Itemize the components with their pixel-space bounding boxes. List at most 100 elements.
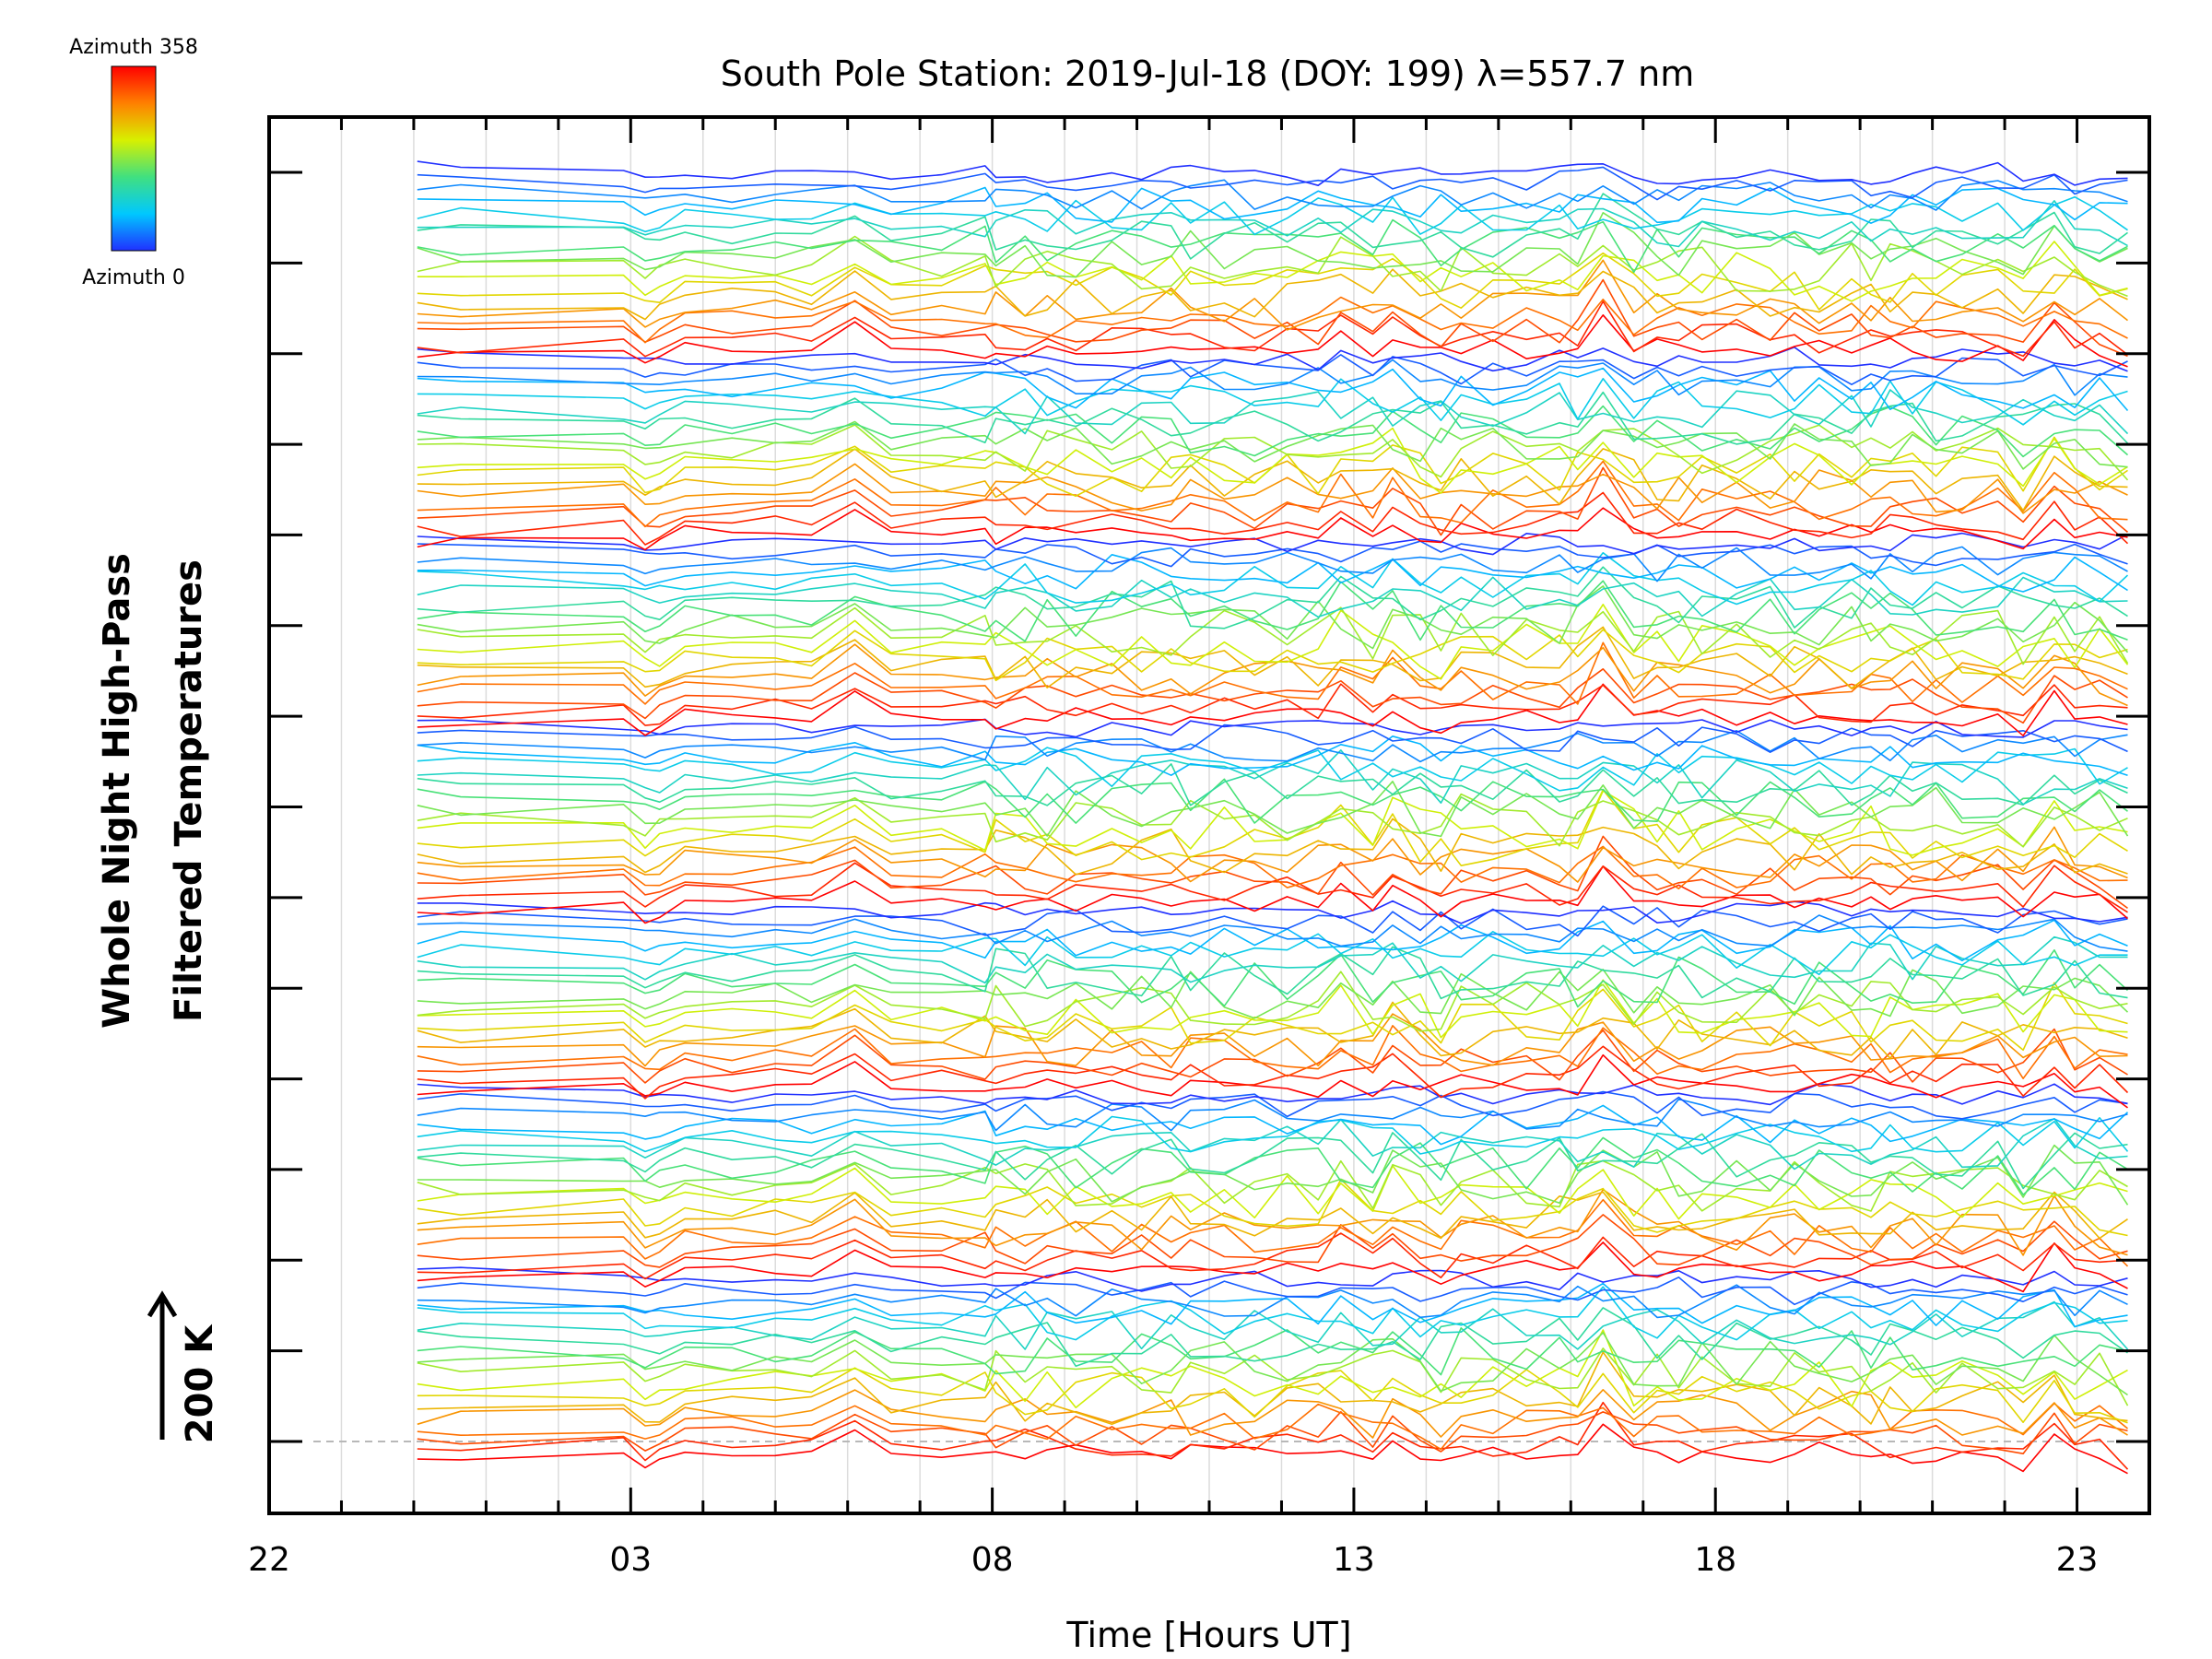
series-line <box>417 603 2129 680</box>
series-line <box>417 865 2129 924</box>
series-line <box>417 507 2128 551</box>
series-line <box>417 1178 2128 1237</box>
series-line <box>417 1053 2128 1109</box>
series-line <box>417 793 2128 848</box>
series-line <box>417 241 2128 302</box>
series-line <box>417 845 2128 890</box>
series-line <box>417 919 2128 961</box>
series-line <box>417 1401 2129 1470</box>
series-line <box>417 749 2128 806</box>
series-line <box>417 930 2128 976</box>
x-tick-labels: 22 03 08 13 18 23 <box>248 1541 2098 1579</box>
color-bar-max-label: Azimuth 358 <box>69 36 198 59</box>
series-line <box>417 1028 2128 1084</box>
series-line <box>417 1144 2129 1206</box>
series-line <box>417 790 2128 856</box>
series-line <box>417 540 2128 568</box>
series-line <box>417 1232 2128 1280</box>
color-bar-gradient <box>111 65 157 252</box>
x-tick-label: 23 <box>2056 1541 2099 1579</box>
series-line <box>417 186 2128 224</box>
series-line <box>417 546 2128 582</box>
series-line <box>417 1098 2128 1132</box>
scale-bar: 200 K <box>147 1290 221 1443</box>
scale-bar-arrowhead <box>147 1290 178 1318</box>
series-line <box>417 626 2128 689</box>
series-line <box>417 826 2128 883</box>
series-line <box>417 971 2128 1032</box>
series-line <box>417 780 2129 838</box>
series-line <box>417 405 2129 458</box>
x-tick-label: 13 <box>1333 1541 1375 1579</box>
series-line <box>417 551 2129 606</box>
axis-ticks <box>267 117 2151 1513</box>
series-line <box>417 389 2129 435</box>
series-line <box>417 212 2128 278</box>
series-line <box>417 235 2128 298</box>
series-line <box>417 982 2128 1052</box>
series-line <box>417 1198 2129 1267</box>
x-tick-label: 08 <box>971 1541 1014 1579</box>
series-line <box>417 900 2128 924</box>
series-line <box>417 629 2128 682</box>
series-line <box>417 1191 2128 1240</box>
series-line <box>417 905 2128 937</box>
series-line <box>417 1165 2128 1220</box>
series-line <box>417 1277 2128 1306</box>
series-line <box>417 179 2128 211</box>
series-line <box>417 1188 2128 1256</box>
series-line <box>417 354 2128 386</box>
series-line <box>417 218 2128 274</box>
series-line <box>417 420 2128 470</box>
series-line <box>417 818 2128 876</box>
series-line <box>417 160 2128 186</box>
series-line <box>417 576 2128 618</box>
series-line <box>417 166 2128 201</box>
color-bar-min-label: Azimuth 0 <box>82 266 185 289</box>
series-line <box>417 935 2128 984</box>
series-line <box>417 1083 2128 1106</box>
series-line <box>417 1132 2128 1190</box>
series-line <box>417 1402 2129 1451</box>
series-line <box>417 1104 2129 1146</box>
series-line <box>417 1241 2128 1293</box>
series-line <box>417 1214 2128 1268</box>
series-line <box>417 667 2128 724</box>
series-line <box>417 979 2128 1039</box>
series-line <box>417 946 2128 1000</box>
x-tick-label: 22 <box>248 1541 290 1579</box>
color-bar: Azimuth 358 Azimuth 0 <box>69 36 198 289</box>
series-line <box>417 1327 2128 1376</box>
x-axis-label: Time [Hours UT] <box>1065 1615 1351 1655</box>
series-line <box>417 1013 2128 1067</box>
series-line <box>417 463 2128 514</box>
series-line <box>417 729 2128 763</box>
series-line <box>417 789 2128 867</box>
series-line <box>417 553 2128 593</box>
series-line <box>417 1025 2128 1079</box>
series-line <box>417 1300 2129 1350</box>
series-line <box>417 683 2128 726</box>
x-tick-label: 03 <box>609 1541 652 1579</box>
series-line <box>417 195 2128 236</box>
series-line <box>417 359 2128 396</box>
series-line <box>417 1266 2128 1292</box>
series-line <box>417 1136 2128 1195</box>
series-line <box>417 1115 2129 1155</box>
series-line <box>417 346 2128 372</box>
series-line <box>417 862 2128 913</box>
series-line <box>417 448 2128 512</box>
series-line <box>417 778 2128 824</box>
series-line <box>417 763 2128 806</box>
series-line <box>417 1282 2128 1328</box>
series-line <box>417 1351 2128 1425</box>
series-line <box>417 1045 2129 1100</box>
series-line <box>417 1090 2128 1120</box>
series-line <box>417 566 2128 629</box>
temperature-series <box>417 160 2129 1475</box>
series-line <box>417 532 2128 556</box>
series-line <box>417 377 2128 426</box>
series-line <box>417 424 2129 481</box>
series-line <box>417 949 2129 1008</box>
